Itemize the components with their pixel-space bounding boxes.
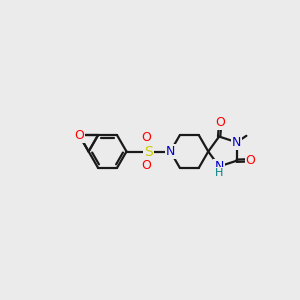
- Text: O: O: [142, 159, 152, 172]
- Text: O: O: [74, 129, 84, 142]
- Text: O: O: [215, 116, 225, 129]
- Text: O: O: [142, 131, 152, 144]
- Text: N: N: [232, 136, 242, 149]
- Text: H: H: [215, 168, 223, 178]
- Text: S: S: [144, 145, 153, 158]
- Text: N: N: [214, 160, 224, 173]
- Text: O: O: [246, 154, 256, 167]
- Text: O: O: [74, 129, 84, 142]
- Text: N: N: [166, 145, 175, 158]
